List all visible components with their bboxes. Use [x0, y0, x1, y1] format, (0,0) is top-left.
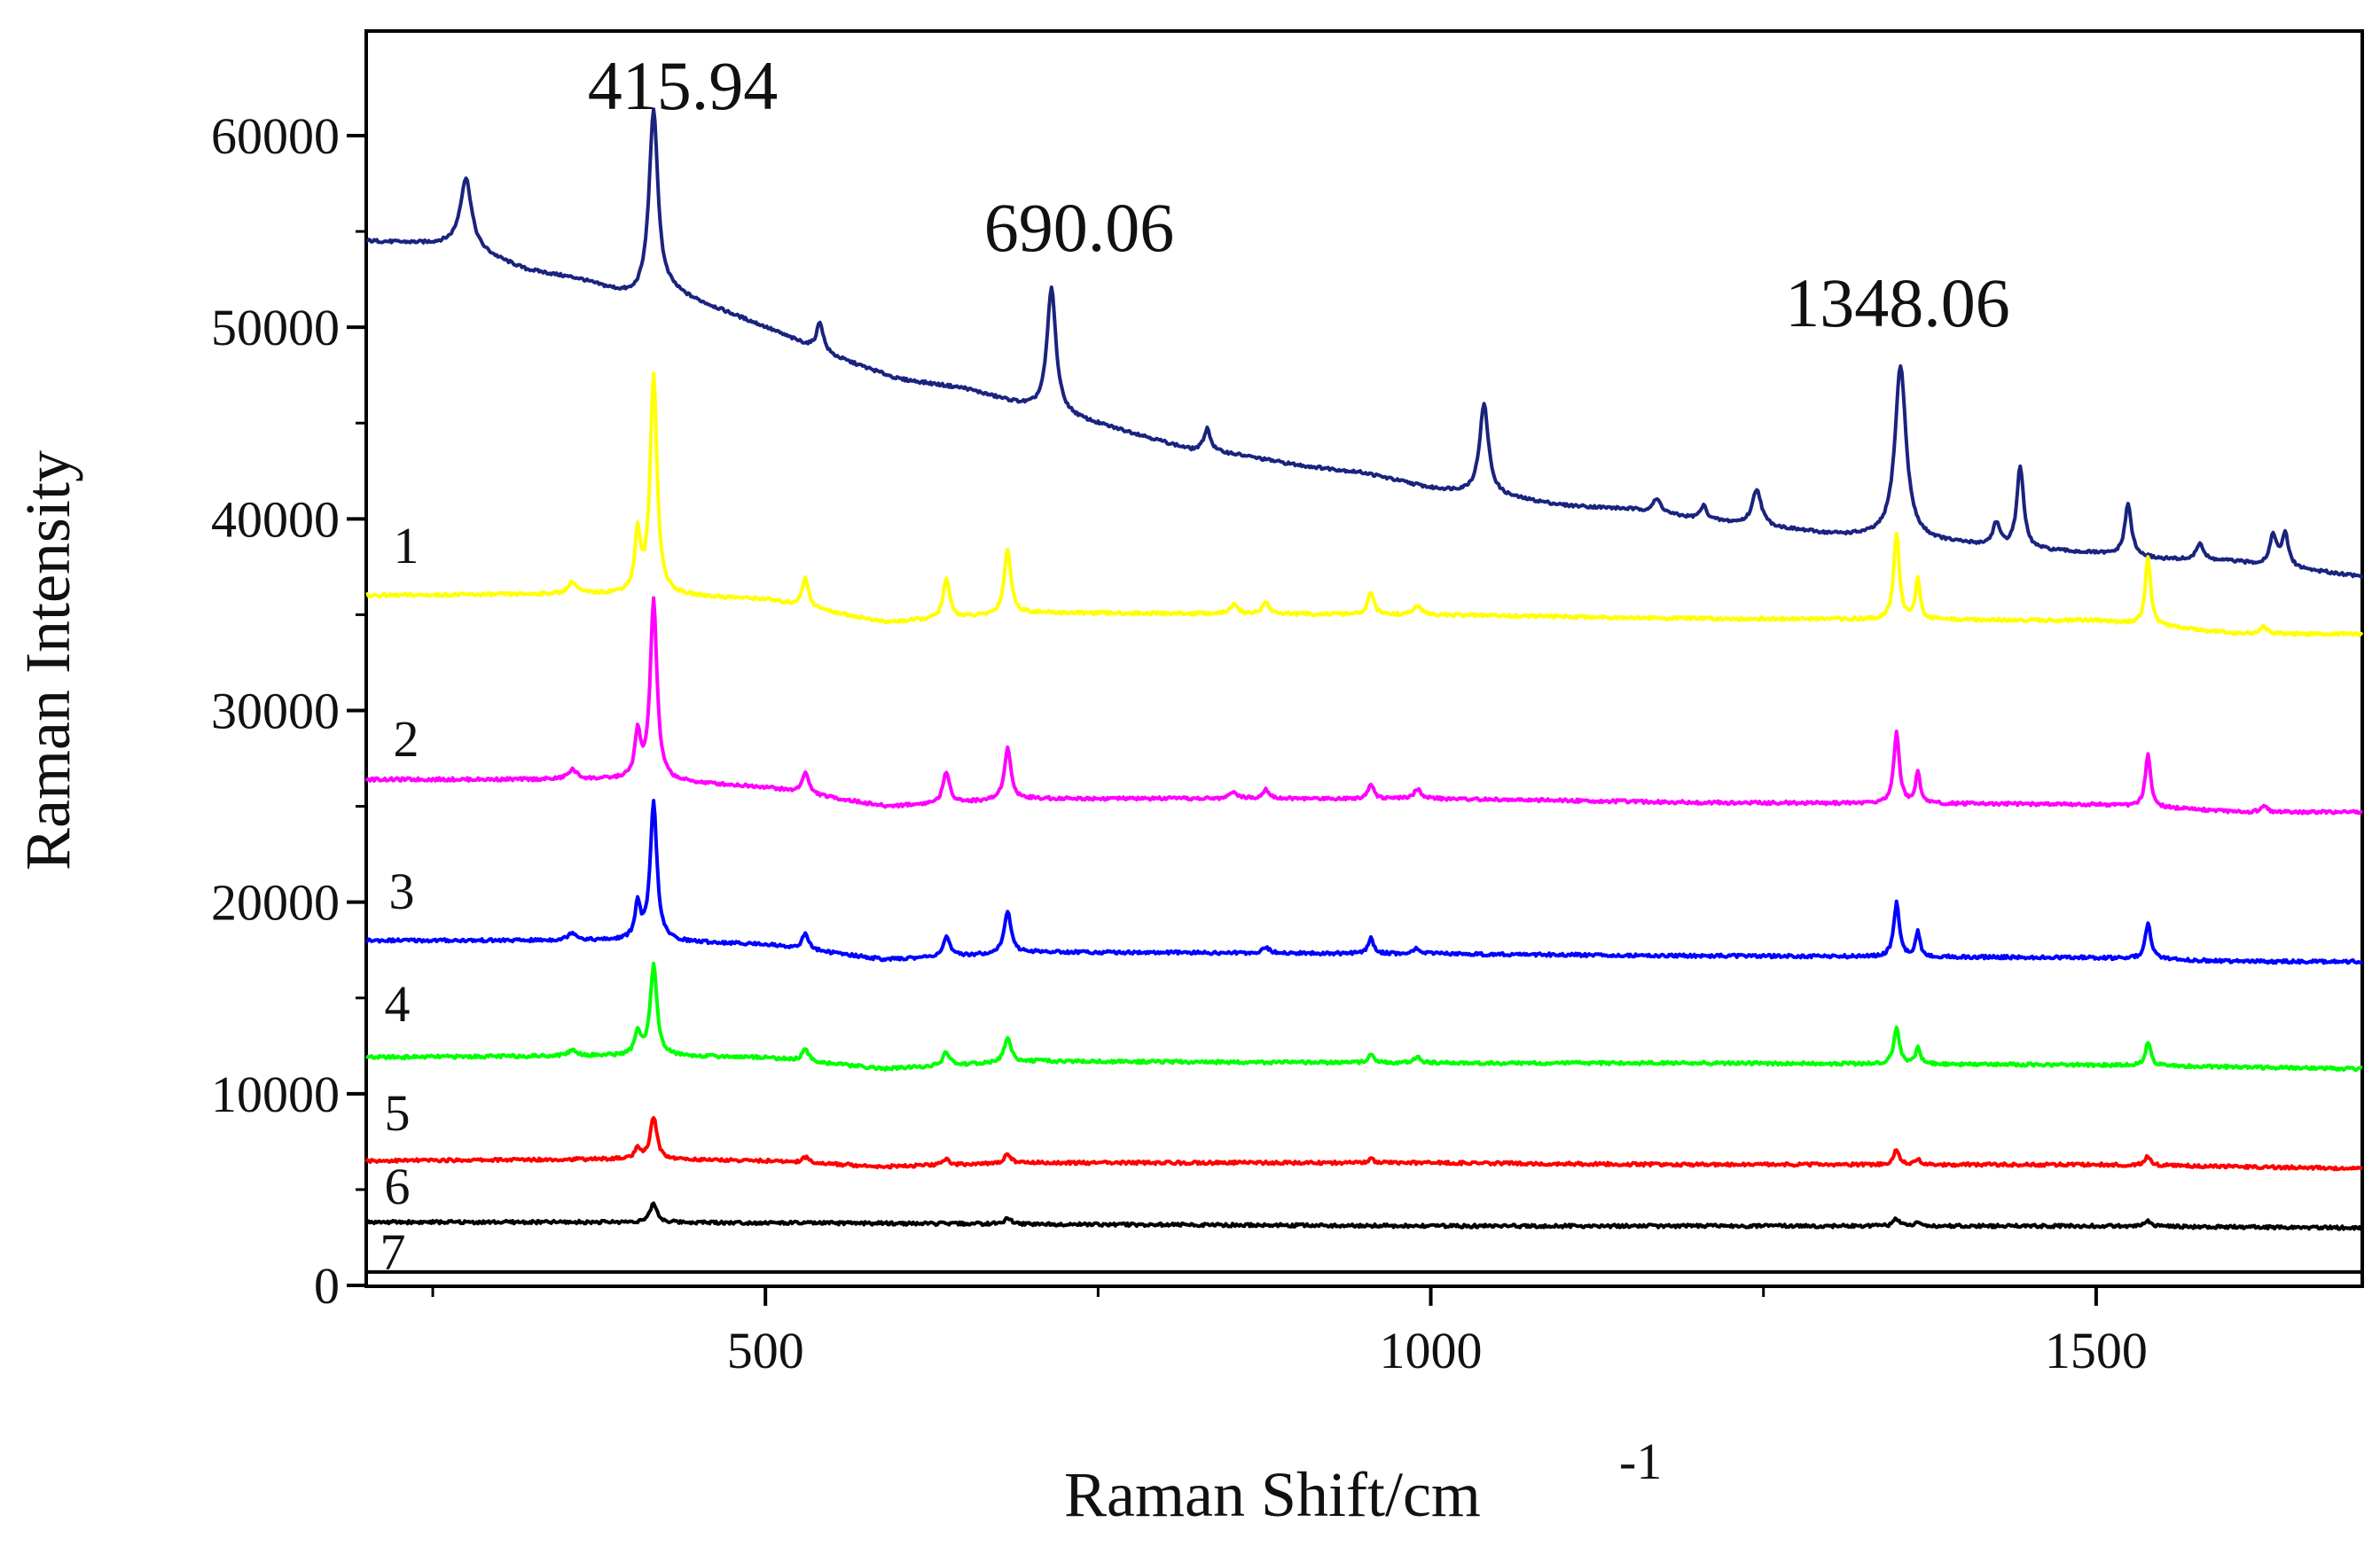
spectrum-line-spectrum-2	[364, 596, 2363, 816]
series-layer	[364, 107, 2364, 1274]
peak-label: 415.94	[588, 47, 779, 124]
spectrum-line-spectrum-3	[364, 799, 2364, 965]
plot-frame	[364, 29, 2364, 1288]
peak-label: 690.06	[984, 189, 1175, 266]
peak-label: 1348.06	[1785, 264, 2010, 341]
spectrum-number-7: 7	[380, 1223, 406, 1281]
spectrum-number-2: 2	[394, 710, 419, 768]
x-axis-title-superscript: -1	[1619, 1433, 1662, 1490]
spectrum-number-5: 5	[385, 1084, 411, 1142]
y-axis-title: Raman Intensity	[12, 450, 83, 871]
spectrum-line-spectrum-1	[365, 371, 2364, 637]
y-tick-label: 30000	[211, 683, 340, 740]
x-tick-label: 1500	[2045, 1322, 2148, 1379]
y-tick-label: 0	[314, 1257, 340, 1315]
y-tick-label: 60000	[211, 107, 340, 165]
label-layer: 415.94 690.06 1348.06 1 2 3 4 5 6 7	[380, 47, 2010, 1281]
spectrum-line-spectrum-5	[364, 1116, 2363, 1172]
spectrum-line-reference	[365, 107, 2364, 579]
spectrum-number-4: 4	[385, 975, 411, 1033]
x-tick-label: 1000	[1380, 1322, 1483, 1379]
spectrum-line-spectrum-4	[364, 961, 2363, 1073]
spectrum-number-1: 1	[394, 517, 419, 574]
x-axis-title: Raman Shift/cm	[1064, 1459, 1481, 1530]
y-tick-label: 40000	[211, 490, 340, 548]
spectrum-line-spectrum-6	[364, 1201, 2364, 1231]
y-tick-label: 20000	[211, 874, 340, 932]
spectrum-number-6: 6	[385, 1158, 411, 1215]
spectrum-number-3: 3	[389, 863, 415, 920]
x-tick-label: 500	[727, 1322, 804, 1379]
y-tick-label: 10000	[211, 1066, 340, 1123]
y-tick-label: 50000	[211, 299, 340, 356]
